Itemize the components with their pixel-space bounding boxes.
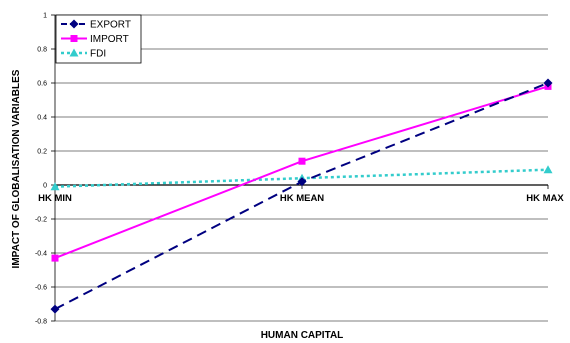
y-tick-label: 0.8: [37, 47, 47, 54]
x-category-label: HK MAX: [526, 193, 564, 204]
x-category-labels: HK MIN HK MEAN HK MAX: [38, 193, 564, 204]
y-tick-labels: 1 0.8 0.6 0.4 0.2 0 -0.2 -0.4 -0.6 -0.8: [35, 13, 56, 326]
y-tick-label: 0.6: [37, 81, 47, 88]
x-axis-title: HUMAN CAPITAL: [261, 330, 344, 341]
y-tick-label: 1: [43, 13, 47, 20]
y-tick-label: 0: [43, 183, 47, 190]
x-category-label: HK MEAN: [280, 193, 324, 204]
data-point-export: [543, 78, 553, 88]
data-point-fdi: [50, 182, 60, 191]
legend: EXPORT IMPORT FDI: [55, 14, 142, 64]
y-axis-title: IMPACT OF GLOBALISATION VARIABLES: [11, 69, 22, 268]
data-point-export: [297, 177, 307, 187]
y-tick-label: -0.6: [35, 285, 47, 292]
legend-marker-import: [70, 35, 78, 42]
series-line-import: [54, 85, 549, 260]
legend-marker-fdi: [69, 48, 79, 57]
data-point-export: [50, 304, 60, 314]
legend-marker-export: [69, 19, 79, 29]
data-point-fdi: [543, 165, 553, 174]
data-point-import: [298, 157, 306, 165]
legend-label: EXPORT: [90, 20, 131, 31]
y-tick-label: -0.2: [35, 217, 47, 224]
data-point-import: [51, 254, 59, 262]
y-tick-label: 0.2: [37, 149, 47, 156]
series-export: [50, 78, 553, 314]
legend-label: FDI: [90, 49, 106, 60]
y-tick-label: -0.4: [35, 251, 47, 258]
y-tick-label: -0.8: [35, 319, 47, 326]
y-tick-label: 0.4: [37, 115, 47, 122]
series-group: [50, 78, 553, 314]
x-category-label: HK MIN: [38, 193, 72, 204]
legend-label: IMPORT: [90, 34, 129, 45]
